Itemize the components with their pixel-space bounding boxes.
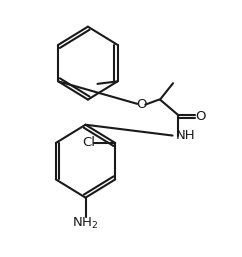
Text: O: O <box>195 110 205 123</box>
Text: Cl: Cl <box>82 136 95 150</box>
Text: O: O <box>136 98 146 111</box>
Text: NH: NH <box>175 129 195 142</box>
Text: NH$_2$: NH$_2$ <box>72 216 99 231</box>
